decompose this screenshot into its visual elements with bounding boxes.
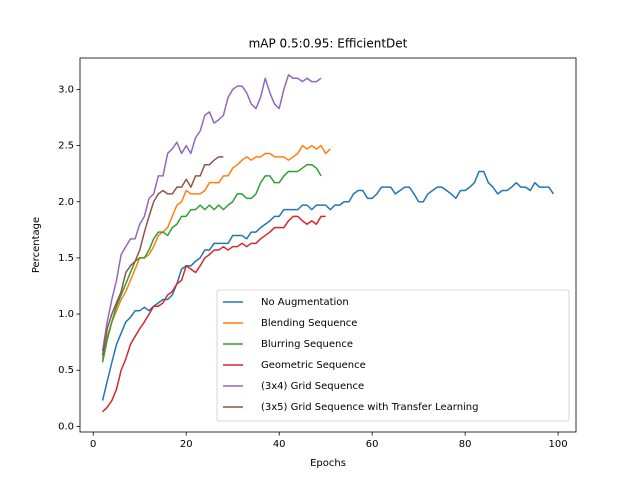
line [101, 74, 322, 352]
legend-label: No Augmentation [261, 297, 349, 308]
y-axis-label: Percentage [31, 217, 42, 273]
y-tick-label: 0.0 [58, 421, 74, 432]
legend-box [216, 289, 570, 422]
x-tick-label: 80 [459, 439, 472, 450]
legend-label: Blending Sequence [261, 318, 357, 329]
legend-label: Geometric Sequence [261, 360, 366, 371]
x-tick-label: 100 [549, 439, 568, 450]
x-tick-label: 60 [366, 439, 379, 450]
chart-title: mAP 0.5:0.95: EfficientDet [249, 37, 408, 51]
line [101, 156, 224, 356]
x-tick-label: 40 [273, 439, 286, 450]
y-tick-label: 3.0 [58, 84, 74, 95]
y-tick-label: 2.0 [58, 197, 74, 208]
x-tick-label: 0 [90, 439, 96, 450]
y-tick-label: 2.5 [58, 141, 74, 152]
legend-label: (3x5) Grid Sequence with Transfer Learni… [261, 402, 479, 413]
legend-label: Blurring Sequence [261, 339, 353, 350]
plot-frame [79, 57, 577, 433]
y-tick-label: 0.5 [58, 365, 74, 376]
legend-label: (3x4) Grid Sequence [261, 381, 364, 392]
y-tick-label: 1.5 [58, 253, 74, 264]
line [101, 170, 555, 401]
y-tick-label: 1.0 [58, 309, 74, 320]
x-tick-label: 20 [180, 439, 193, 450]
x-axis-label: Epochs [310, 458, 346, 469]
line [101, 163, 322, 363]
line [102, 215, 326, 413]
